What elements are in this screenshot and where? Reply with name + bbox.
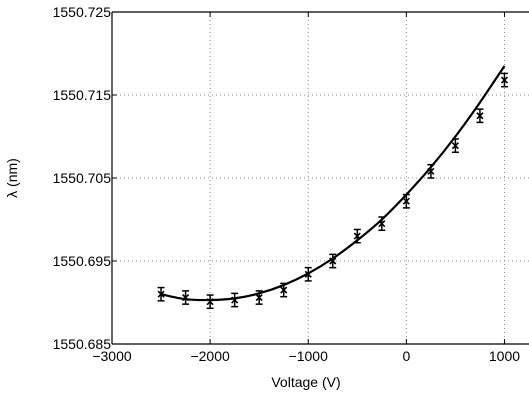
- point-marker: [500, 76, 509, 84]
- x-tick-label: −1000: [289, 348, 329, 364]
- data-point: [255, 290, 263, 305]
- x-tick-label: −3000: [92, 348, 132, 364]
- x-tick-labels: −3000 −2000 −1000 0 1000: [92, 348, 520, 364]
- data-point: [402, 193, 410, 209]
- x-tick-label: 0: [402, 348, 410, 364]
- axes: [111, 11, 529, 345]
- point-marker: [378, 220, 386, 228]
- y-tick-label: 1550.705: [53, 170, 112, 186]
- point-marker: [304, 270, 312, 278]
- y-tick-label: 1550.695: [53, 253, 112, 269]
- point-marker: [280, 286, 288, 294]
- y-axis-title: λ (nm): [4, 158, 20, 198]
- x-tick-label: −2000: [190, 348, 230, 364]
- point-marker: [206, 298, 214, 306]
- point-marker: [182, 293, 190, 302]
- point-marker: [157, 290, 165, 298]
- point-marker: [451, 142, 459, 150]
- y-tick-labels: 1550.685 1550.695 1550.705 1550.715 1550.725: [53, 4, 112, 352]
- x-tick-label: 1000: [489, 348, 520, 364]
- data-point: [182, 290, 190, 305]
- data-point: [329, 253, 337, 269]
- data-point: [206, 294, 214, 310]
- y-tick-label: 1550.725: [53, 4, 112, 20]
- data-point: [378, 216, 386, 232]
- data-point: [231, 292, 239, 308]
- data-point: [427, 163, 435, 179]
- y-tick-label: 1550.685: [53, 336, 112, 352]
- point-marker: [255, 293, 263, 302]
- data-point: [500, 72, 509, 88]
- point-marker: [402, 197, 410, 205]
- point-marker: [427, 167, 435, 175]
- point-marker: [329, 257, 337, 265]
- data-point: [304, 266, 312, 282]
- data-points: [157, 72, 509, 310]
- data-point: [280, 282, 288, 298]
- data-point: [157, 286, 165, 302]
- point-marker: [353, 232, 361, 240]
- data-point: [451, 138, 459, 154]
- y-tick-label: 1550.715: [53, 87, 112, 103]
- point-marker: [231, 296, 239, 304]
- data-point: [353, 228, 361, 244]
- x-axis-title: Voltage (V): [271, 374, 340, 390]
- grid: [112, 12, 529, 344]
- point-marker: [476, 112, 484, 120]
- data-point: [476, 108, 484, 124]
